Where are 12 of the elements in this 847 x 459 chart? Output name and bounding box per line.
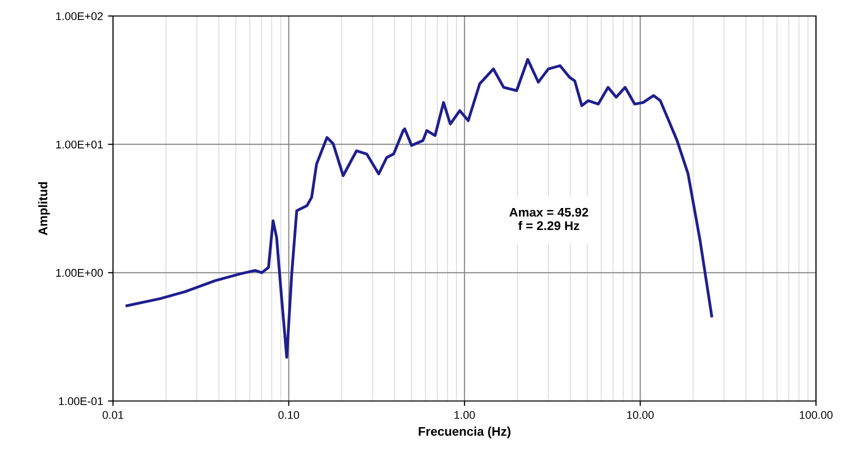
x-axis-title: Frecuencia (Hz) (418, 426, 510, 438)
y-axis-title: Amplitud (38, 182, 50, 236)
x-tick-label: 1.00 (454, 411, 475, 419)
y-tick-label: 1.00E+01 (56, 140, 103, 148)
x-tick-label: 100.00 (800, 411, 833, 419)
y-tick-label: 1.00E+00 (56, 268, 103, 277)
y-tick-label: 1.00E-01 (59, 397, 103, 406)
x-tick-label: 0.10 (278, 411, 300, 419)
x-tick-label: 10.00 (627, 411, 654, 419)
annotation: Amax = 45.92 f = 2.29 Hz (509, 208, 588, 230)
y-tick-label: 1.00E+02 (56, 12, 103, 20)
x-tick-label: 0.01 (102, 411, 124, 419)
